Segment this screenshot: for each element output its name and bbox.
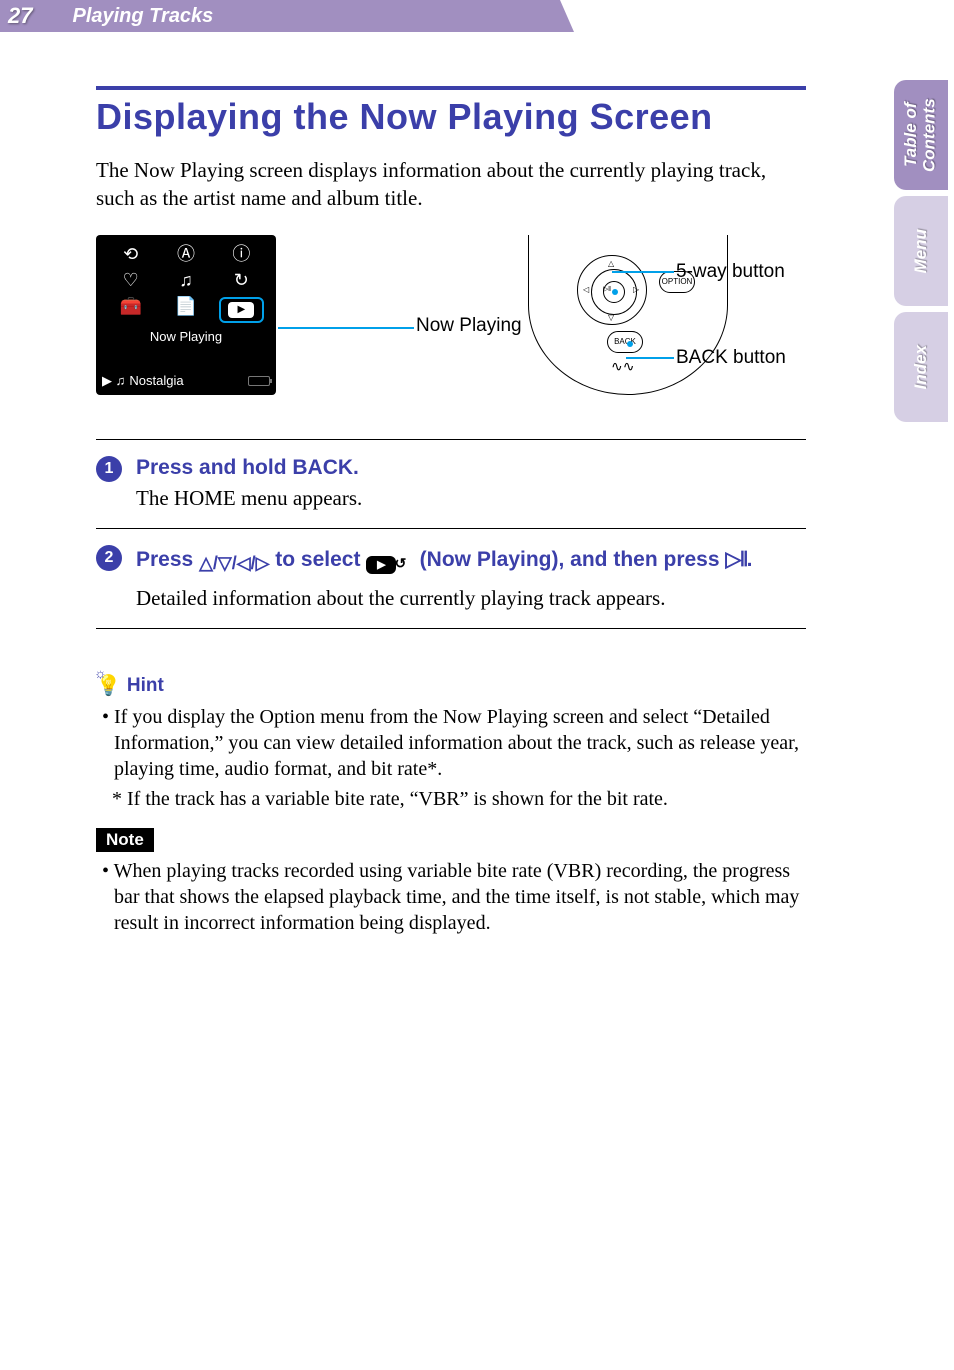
callout-line [626, 357, 674, 359]
title-rule [96, 86, 806, 90]
device-track-name: Nostalgia [129, 373, 183, 388]
arrow-left-icon: ◁ [583, 285, 589, 294]
back-button: BACK [607, 331, 643, 353]
arrow-right-icon: ▷ [633, 285, 639, 294]
callout-dot [627, 341, 633, 347]
header-bar: 27 Playing Tracks [0, 0, 560, 32]
tab-index[interactable]: Index [894, 312, 948, 422]
play-pause-icon: ▷𝍪 [603, 285, 611, 296]
step-1-title: Press and hold BACK. [136, 456, 359, 479]
step-2-mid: to select [269, 548, 366, 571]
intro-text: The Now Playing screen displays informat… [96, 156, 806, 213]
page: 27 Playing Tracks Table of Contents Menu… [0, 0, 954, 1370]
note-block: Note • When playing tracks recorded usin… [96, 828, 806, 936]
section-label: Playing Tracks [72, 5, 213, 28]
content: Displaying the Now Playing Screen The No… [96, 86, 806, 936]
illustration-row: ⟲ Ⓐ ⓘ ♡ ♫ ↻ 🧰 📄 ▶ Now Playing ▶ ♫ Nostal… [96, 235, 806, 415]
arrow-down-icon: ▽ [608, 313, 614, 322]
step-2-body: Detailed information about the currently… [136, 584, 806, 612]
hint-text: • If you display the Option menu from th… [96, 704, 806, 782]
home-grid: ⟲ Ⓐ ⓘ ♡ ♫ ↻ 🧰 📄 ▶ [102, 241, 270, 323]
arrow-up-icon: △ [608, 259, 614, 268]
home-icon: ⓘ [219, 245, 264, 263]
device-screen: ⟲ Ⓐ ⓘ ♡ ♫ ↻ 🧰 📄 ▶ Now Playing ▶ ♫ Nostal… [96, 235, 276, 395]
tab-menu[interactable]: Menu [894, 196, 948, 306]
step-rule [96, 439, 806, 440]
step-2-post: (Now Playing), and then press [414, 548, 726, 571]
hint-block: 💡 Hint • If you display the Option menu … [96, 673, 806, 812]
home-selected-icon: ▶ [219, 297, 264, 323]
caption-5way: 5-way button [676, 261, 785, 283]
step-2: 2 Press △/▽/◁/▷ to select ▶ (Now Playing… [96, 539, 806, 618]
step-2-pre: Press [136, 548, 199, 571]
home-icon: 🧰 [108, 297, 153, 323]
note-badge: Note [96, 828, 154, 852]
play-pause-icon: ▷𝍪 [725, 548, 746, 571]
step-rule [96, 528, 806, 529]
step-2-title: Press △/▽/◁/▷ to select ▶ (Now Playing),… [136, 548, 753, 571]
dpad-icon: △/▽/◁/▷ [199, 553, 269, 574]
page-title: Displaying the Now Playing Screen [96, 96, 806, 138]
step-rule [96, 628, 806, 629]
hint-label: Hint [127, 675, 164, 697]
step-badge: 2 [96, 545, 122, 571]
callout-dot [612, 289, 618, 295]
home-icon: ⟲ [108, 245, 153, 263]
tab-toc[interactable]: Table of Contents [894, 80, 948, 190]
device-footer: ▶ ♫ Nostalgia [102, 373, 270, 389]
tab-index-label: Index [912, 345, 931, 389]
decorative-icon: ∿∿ [611, 359, 634, 376]
caption-now-playing: Now Playing [416, 315, 522, 337]
caption-back: BACK button [676, 347, 786, 369]
home-icon: ♫ [163, 271, 208, 289]
hint-icon: 💡 [96, 673, 121, 698]
note-text: • When playing tracks recorded using var… [96, 858, 806, 936]
controller: △ ▽ ◁ ▷ ▷𝍪 OPTION BACK ∿∿ [528, 235, 728, 395]
side-tabs: Table of Contents Menu Index [894, 80, 954, 428]
callout-line [612, 271, 674, 273]
device-track: ▶ ♫ Nostalgia [102, 373, 184, 389]
step-badge: 1 [96, 456, 122, 482]
callout-line [278, 327, 414, 329]
step-2-end: . [747, 548, 753, 571]
now-playing-icon: ▶ [228, 302, 254, 318]
tab-menu-label: Menu [912, 229, 931, 273]
home-icon: ♡ [108, 271, 153, 289]
home-icon: ↻ [219, 271, 264, 289]
hint-footnote: * If the track has a variable bite rate,… [96, 786, 806, 812]
tab-toc-label: Table of Contents [902, 80, 939, 190]
page-number: 27 [8, 3, 32, 29]
now-playing-pill-icon: ▶ [366, 556, 396, 574]
hint-header: 💡 Hint [96, 673, 806, 698]
device-menu-label: Now Playing [102, 329, 270, 344]
step-1-body: The HOME menu appears. [136, 484, 806, 512]
home-icon: 📄 [163, 297, 208, 323]
step-1: 1 Press and hold BACK. The HOME menu app… [96, 450, 806, 518]
battery-icon [248, 376, 270, 386]
home-icon: Ⓐ [163, 245, 208, 263]
